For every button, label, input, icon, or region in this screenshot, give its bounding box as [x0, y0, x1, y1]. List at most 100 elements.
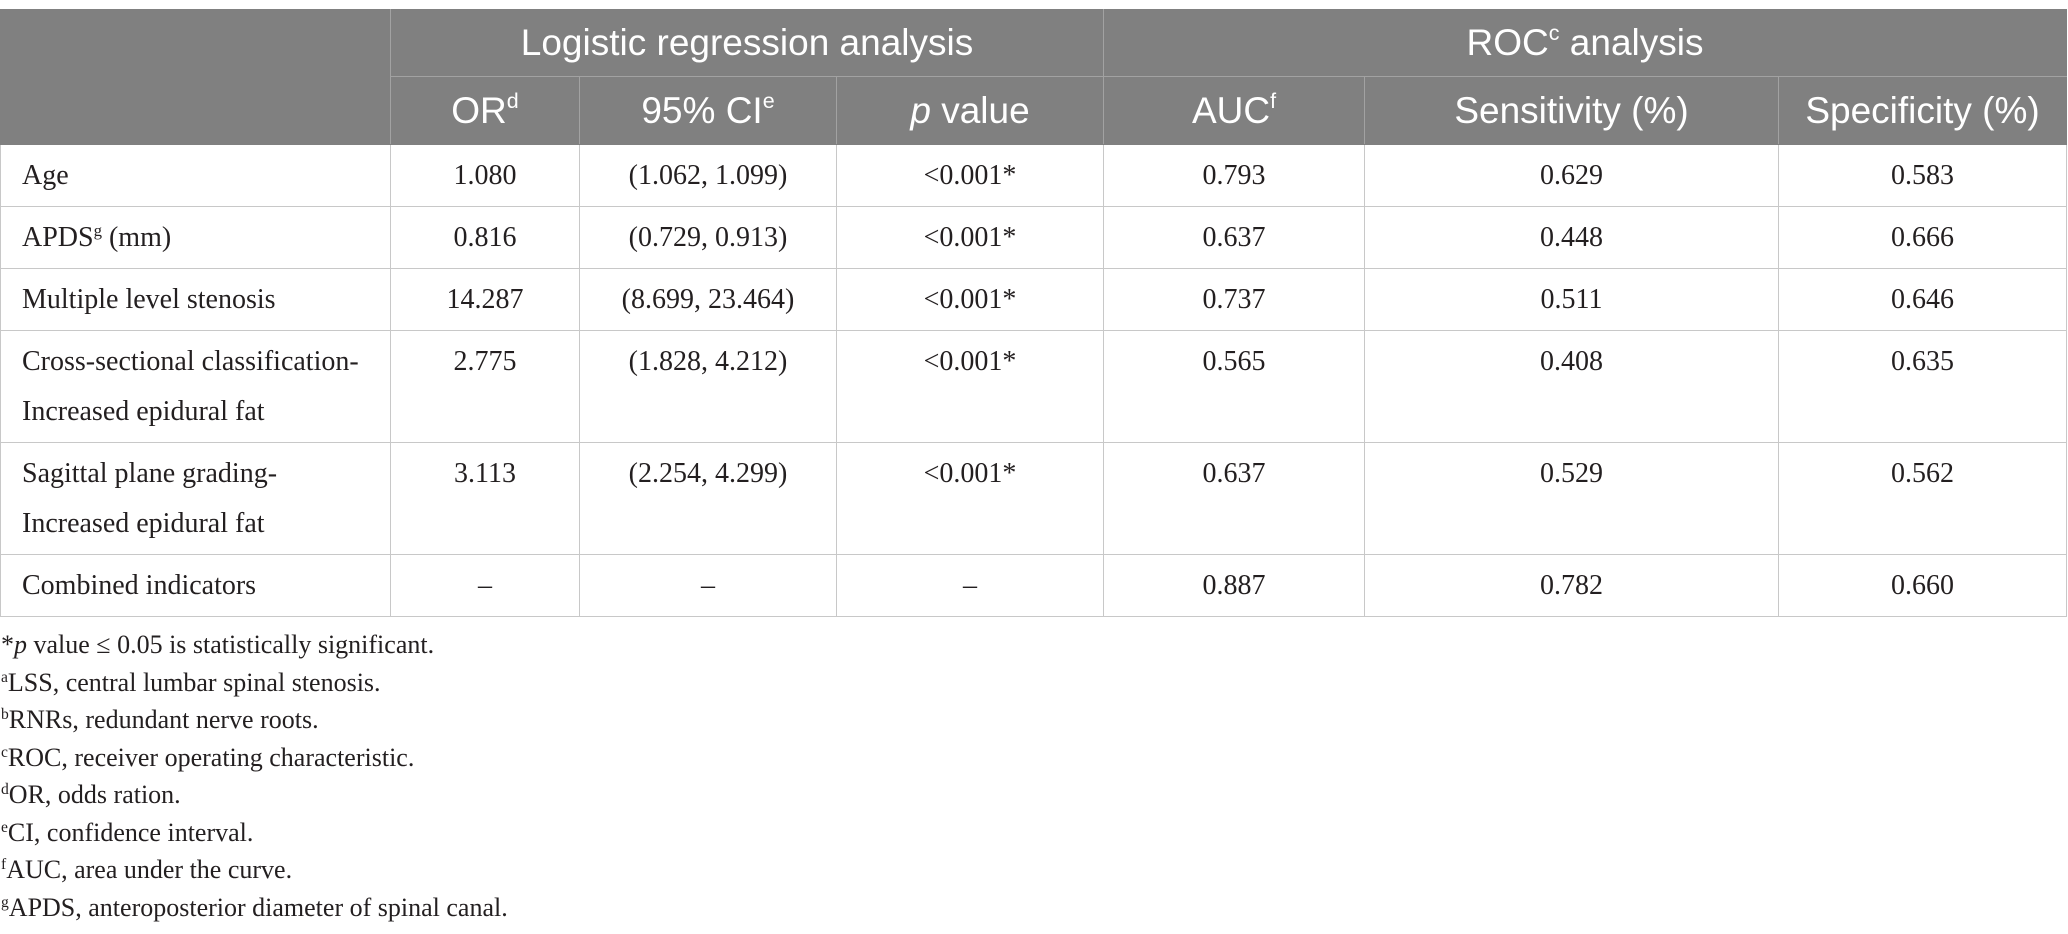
table-row: Age 1.080 (1.062, 1.099) <0.001* 0.793 0…: [0, 144, 2068, 207]
cell-auc: 0.637: [1103, 206, 1366, 269]
footnote-mark: e: [762, 88, 775, 113]
header-col-sensitivity: Sensitivity (%): [1364, 76, 1780, 145]
cell-auc: 0.887: [1103, 554, 1366, 617]
header-col-auc: AUCf: [1103, 76, 1366, 145]
footnote: aLSS, central lumbar spinal stenosis.: [1, 664, 508, 702]
cell-label: Cross-sectional classification- Increased…: [0, 330, 391, 443]
cell-label-suffix: (mm): [108, 222, 172, 253]
cell-ci: (2.254, 4.299): [579, 442, 837, 555]
footnote-mark: f: [1270, 88, 1277, 113]
cell-auc: 0.637: [1103, 442, 1366, 555]
cell-specificity: 0.660: [1778, 554, 2068, 617]
cell-or: 14.287: [390, 268, 580, 331]
header-row-groups: Logistic regression analysis ROCc analys…: [0, 9, 2068, 145]
header-col-or: ORd: [390, 76, 580, 145]
cell-label-line: Cross-sectional classification-: [22, 346, 359, 377]
footnote-text: RNRs, redundant nerve roots.: [8, 705, 319, 734]
footnote-mark: d: [506, 88, 519, 113]
header-corner-cell: [0, 9, 391, 145]
footnote-text: APDS, anteroposterior diameter of spinal…: [8, 892, 508, 922]
cell-label-line: Increased epidural fat: [22, 508, 265, 539]
footnote-mark: c: [1548, 20, 1560, 45]
footnote: bRNRs, redundant nerve roots.: [1, 701, 508, 739]
footnote-mark: c: [1, 743, 8, 761]
cell-label-text: APDS: [22, 222, 94, 253]
cell-specificity: 0.562: [1778, 442, 2068, 555]
header-col-ci: 95% CIe: [579, 76, 837, 145]
cell-label-line: Sagittal plane grading-: [22, 458, 278, 489]
footnote-mark: g: [1, 893, 9, 911]
cell-or: –: [390, 554, 580, 617]
footnote-text: LSS, central lumbar spinal stenosis.: [7, 667, 381, 697]
cell-or: 0.816: [390, 206, 580, 269]
cell-sensitivity: 0.782: [1364, 554, 1780, 617]
table-row: Combined indicators – – – 0.887 0.782 0.…: [0, 554, 2068, 617]
cell-specificity: 0.666: [1778, 206, 2068, 269]
table-row: Multiple level stenosis 14.287 (8.699, 2…: [0, 268, 2068, 331]
footnote: dOR, odds ration.: [1, 776, 508, 814]
cell-specificity: 0.646: [1778, 268, 2068, 331]
header-group-roc-text: ROC: [1466, 22, 1549, 63]
cell-auc: 0.737: [1103, 268, 1366, 331]
header-col-ci-text: 95% CI: [641, 90, 763, 131]
footnote-mark: e: [1, 818, 8, 836]
header-group-roc-suffix: analysis: [1569, 22, 1704, 63]
cell-p: <0.001*: [835, 330, 1105, 443]
cell-ci: (1.062, 1.099): [579, 144, 837, 207]
footnote: cROC, receiver operating characteristic.: [1, 739, 508, 777]
footnote-text: AUC, area under the curve.: [6, 855, 293, 884]
table-row: Sagittal plane grading- Increased epidura…: [0, 442, 2068, 555]
cell-auc: 0.793: [1103, 144, 1366, 207]
footnote-mark: a: [1, 668, 8, 686]
header-group-roc: ROCc analysis: [1103, 9, 2068, 77]
footnote-prefix: *: [1, 630, 14, 659]
cell-p: <0.001*: [835, 206, 1105, 269]
header-group-logistic: Logistic regression analysis: [389, 9, 1105, 77]
header-col-p-text: value: [941, 90, 1030, 131]
footnote: fAUC, area under the curve.: [1, 851, 508, 889]
cell-label: Sagittal plane grading- Increased epidura…: [0, 442, 391, 555]
table-body: Age 1.080 (1.062, 1.099) <0.001* 0.793 0…: [0, 144, 2068, 617]
cell-label: Combined indicators: [0, 554, 391, 617]
table-header: Logistic regression analysis ROCc analys…: [0, 9, 2068, 145]
table-footnotes: *p value ≤ 0.05 is statistically signifi…: [1, 626, 508, 926]
cell-p: <0.001*: [835, 268, 1105, 331]
header-col-auc-text: AUC: [1191, 90, 1271, 131]
cell-specificity: 0.635: [1778, 330, 2068, 443]
footnote-italic: p: [14, 630, 27, 659]
cell-sensitivity: 0.448: [1364, 206, 1780, 269]
cell-ci: (8.699, 23.464): [579, 268, 837, 331]
footnote-text: value ≤ 0.05 is statistically significan…: [33, 630, 435, 659]
cell-or: 3.113: [390, 442, 580, 555]
footnote-mark: g: [93, 220, 102, 240]
footnote: eCI, confidence interval.: [1, 814, 508, 852]
header-row-columns: ORd 95% CIe p value AUCf Sensitivity (%)…: [1, 76, 2068, 145]
footnote-mark: f: [1, 856, 7, 874]
footnote-text: ROC, receiver operating characteristic.: [7, 742, 415, 772]
results-table: Logistic regression analysis ROCc analys…: [0, 9, 2068, 617]
cell-p: <0.001*: [835, 442, 1105, 555]
cell-sensitivity: 0.408: [1364, 330, 1780, 443]
cell-auc: 0.565: [1103, 330, 1366, 443]
header-col-specificity: Specificity (%): [1778, 76, 2068, 145]
header-col-or-text: OR: [451, 90, 507, 131]
footnote-mark: d: [1, 781, 9, 799]
cell-ci: –: [579, 554, 837, 617]
cell-or: 1.080: [390, 144, 580, 207]
footnote-text: OR, odds ration.: [8, 780, 181, 809]
cell-p: –: [835, 554, 1105, 617]
cell-sensitivity: 0.511: [1364, 268, 1780, 331]
cell-ci: (0.729, 0.913): [579, 206, 837, 269]
cell-p: <0.001*: [835, 144, 1105, 207]
footnote: *p value ≤ 0.05 is statistically signifi…: [1, 626, 508, 664]
cell-label: APDSg (mm): [0, 206, 391, 269]
cell-label-line: Increased epidural fat: [22, 396, 265, 427]
cell-specificity: 0.583: [1778, 144, 2068, 207]
table-row: APDSg (mm) 0.816 (0.729, 0.913) <0.001* …: [0, 206, 2068, 269]
footnote-text: CI, confidence interval.: [7, 817, 254, 847]
table-row: Cross-sectional classification- Increased…: [0, 330, 2068, 443]
header-col-p: p value: [835, 76, 1105, 145]
header-col-p-italic: p: [910, 90, 931, 131]
cell-label: Multiple level stenosis: [0, 268, 391, 331]
